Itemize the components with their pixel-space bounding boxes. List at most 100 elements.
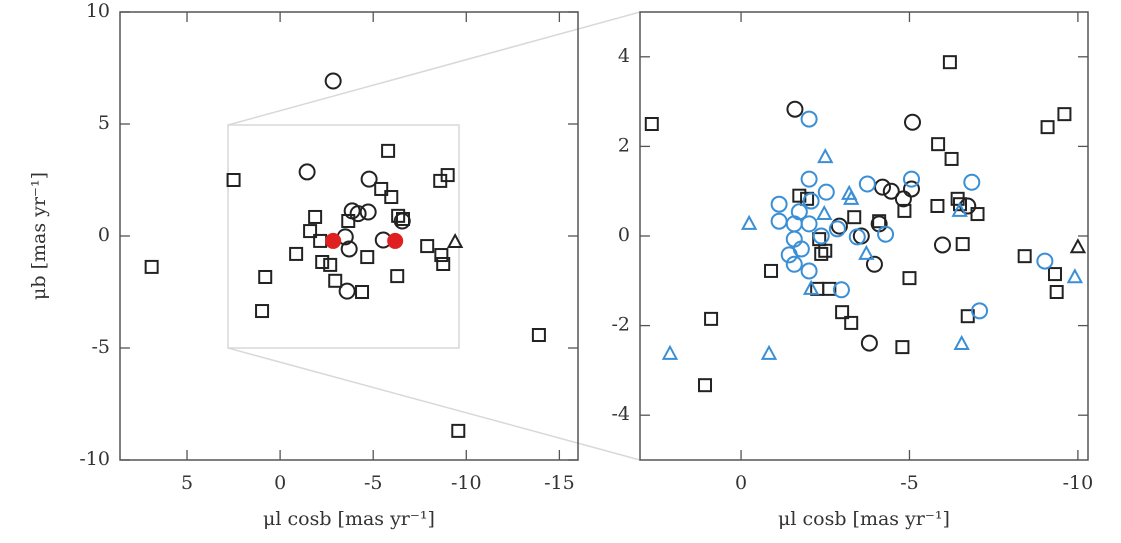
point — [897, 203, 912, 218]
point — [847, 210, 862, 225]
point — [531, 328, 546, 343]
point — [1066, 268, 1084, 284]
x-axis-label: μl cosb [mas yr⁻¹] — [778, 508, 950, 530]
point — [780, 246, 798, 264]
point — [800, 170, 818, 188]
point — [1069, 238, 1087, 254]
point — [1057, 107, 1072, 122]
point — [258, 269, 273, 284]
point — [1017, 249, 1032, 264]
point — [338, 282, 356, 300]
point — [930, 198, 945, 213]
point — [360, 250, 375, 265]
point — [931, 137, 946, 152]
point — [844, 315, 859, 330]
point — [894, 190, 912, 208]
point — [828, 220, 846, 238]
point — [812, 227, 830, 245]
zoom-indicator — [227, 11, 641, 461]
y-tick-label: 0 — [618, 224, 630, 246]
point — [835, 305, 850, 320]
point — [816, 204, 833, 221]
point — [874, 178, 892, 196]
point — [704, 311, 719, 326]
y-tick-label: -5 — [91, 336, 110, 358]
point — [770, 195, 788, 213]
y-tick-label: 2 — [618, 134, 630, 156]
point — [814, 246, 829, 261]
point — [740, 214, 758, 230]
point — [360, 170, 378, 188]
y-tick-label: 0 — [98, 224, 110, 246]
x-tick-label: -5 — [900, 472, 919, 494]
point — [953, 197, 967, 212]
point — [340, 240, 358, 258]
y-tick-label: -2 — [611, 314, 630, 336]
point — [902, 271, 917, 286]
point — [830, 217, 848, 235]
point — [800, 262, 818, 280]
point — [661, 344, 679, 360]
point — [895, 340, 910, 355]
point — [324, 72, 342, 90]
point — [644, 117, 659, 131]
point — [349, 205, 367, 223]
point — [858, 244, 875, 260]
point — [446, 232, 464, 249]
point — [865, 255, 883, 273]
point — [818, 243, 833, 258]
y-tick-label: 5 — [98, 112, 110, 134]
point — [860, 334, 878, 352]
x-tick-label: 5 — [181, 472, 193, 494]
point — [764, 263, 779, 278]
x-tick-label: 0 — [274, 472, 286, 494]
point — [817, 183, 835, 201]
point — [802, 279, 820, 295]
point — [800, 215, 818, 233]
point — [436, 257, 451, 271]
point — [933, 236, 951, 254]
point — [387, 232, 404, 249]
zoom-line — [227, 347, 641, 461]
point — [303, 224, 318, 239]
point — [942, 55, 957, 70]
y-tick-label: 4 — [618, 45, 630, 67]
point — [858, 175, 876, 193]
point — [785, 255, 803, 273]
point — [970, 207, 985, 222]
point — [391, 208, 406, 223]
point — [325, 232, 342, 249]
y-tick-label: 10 — [86, 0, 110, 22]
point — [817, 148, 834, 164]
point — [785, 215, 803, 233]
point — [381, 143, 396, 158]
point — [323, 257, 338, 272]
point — [832, 281, 850, 299]
point — [374, 181, 389, 196]
point — [902, 170, 920, 188]
point — [390, 269, 405, 284]
zoom-line — [227, 11, 641, 126]
zoom-box — [227, 124, 460, 349]
point — [963, 173, 981, 191]
point — [951, 201, 968, 217]
point — [822, 281, 837, 296]
point — [770, 212, 788, 230]
point — [955, 237, 970, 252]
point — [800, 191, 815, 206]
point — [1049, 285, 1064, 299]
x-tick-label: -5 — [364, 472, 383, 494]
point — [1036, 252, 1054, 270]
point — [698, 378, 713, 393]
point — [800, 110, 818, 128]
point — [1047, 267, 1062, 282]
point — [877, 225, 895, 243]
y-tick-label: -10 — [79, 448, 110, 470]
point — [1040, 120, 1055, 135]
x-tick-label: -10 — [451, 472, 482, 494]
point — [355, 285, 370, 299]
x-tick-label: -10 — [1063, 472, 1094, 494]
point — [226, 173, 241, 187]
